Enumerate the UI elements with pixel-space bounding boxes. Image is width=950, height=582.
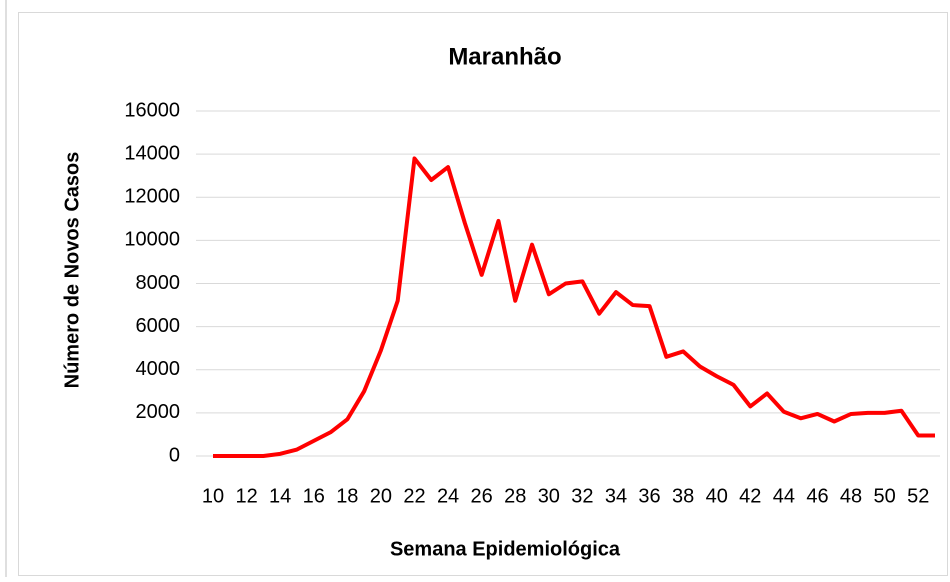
x-tick-label: 10	[202, 485, 224, 507]
x-tick-label: 24	[437, 485, 459, 507]
x-tick-label: 46	[806, 485, 828, 507]
x-tick-label: 48	[840, 485, 862, 507]
x-tick-label: 50	[874, 485, 896, 507]
x-tick-label: 44	[773, 485, 795, 507]
x-tick-label: 22	[403, 485, 425, 507]
y-tick-label: 14000	[124, 142, 180, 164]
y-tick-label: 6000	[136, 315, 181, 337]
chart-title: Maranhão	[448, 43, 561, 70]
x-axis-label: Semana Epidemiológica	[390, 538, 621, 560]
x-tick-label: 28	[504, 485, 526, 507]
y-tick-label: 2000	[136, 401, 181, 423]
y-tick-label: 8000	[136, 272, 181, 294]
x-tick-label: 42	[739, 485, 761, 507]
x-tick-label: 52	[907, 485, 929, 507]
x-tick-label: 14	[269, 485, 291, 507]
y-tick-label: 10000	[124, 229, 180, 251]
x-tick-label: 18	[336, 485, 358, 507]
x-tick-label: 20	[370, 485, 392, 507]
x-tick-label: 32	[571, 485, 593, 507]
x-tick-label: 40	[706, 485, 728, 507]
chart-frame	[18, 12, 948, 576]
x-tick-label: 26	[471, 485, 493, 507]
y-tick-label: 16000	[124, 99, 180, 121]
y-tick-label: 4000	[136, 358, 181, 380]
y-tick-label: 12000	[124, 186, 180, 208]
x-tick-label: 30	[538, 485, 560, 507]
y-tick-label: 0	[169, 444, 180, 466]
x-tick-label: 36	[638, 485, 660, 507]
x-tick-label: 38	[672, 485, 694, 507]
x-tick-label: 34	[605, 485, 627, 507]
x-tick-label: 12	[235, 485, 257, 507]
data-line	[213, 156, 935, 458]
y-axis-label: Número de Novos Casos	[61, 152, 83, 389]
x-tick-label: 16	[303, 485, 325, 507]
